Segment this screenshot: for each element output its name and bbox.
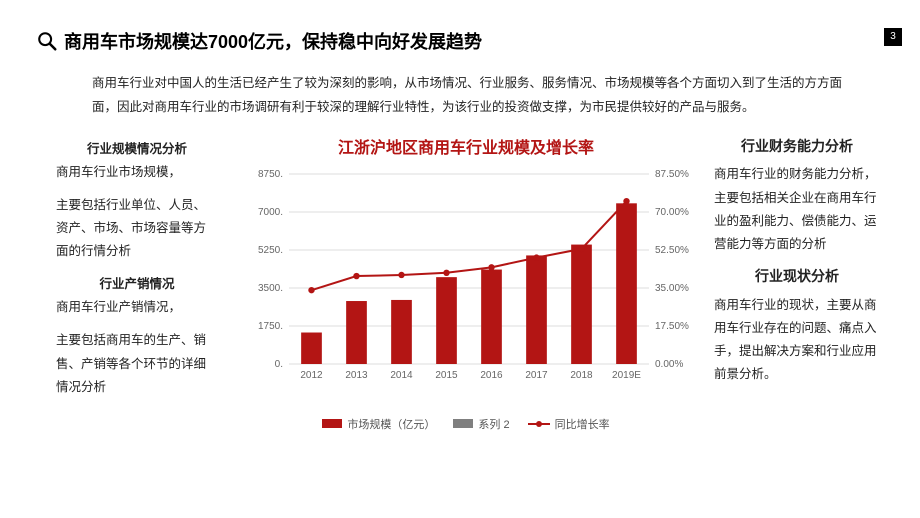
legend-swatch — [453, 419, 473, 428]
page-title: 商用车市场规模达7000亿元，保持稳中向好发展趋势 — [64, 28, 482, 54]
page-number: 3 — [884, 28, 902, 46]
svg-text:3500.: 3500. — [258, 283, 283, 294]
chart-area: 江浙沪地区商用车行业规模及增长率 0. 1750. 3500. 5250. 7000. 8… — [226, 134, 706, 432]
svg-text:2019E: 2019E — [612, 370, 641, 381]
svg-text:2016: 2016 — [480, 370, 503, 381]
right-column: 行业财务能力分析 商用车行业的财务能力分析，主要包括相关企业在商用车行业的盈利能… — [714, 134, 880, 432]
left-sec1-body1: 商用车行业市场规模， — [56, 161, 218, 184]
left-sec1-title: 行业规模情况分析 — [56, 138, 218, 161]
legend-label: 系列 2 — [478, 416, 509, 432]
svg-text:70.00%: 70.00% — [655, 207, 689, 218]
legend-swatch — [322, 419, 342, 428]
svg-text:7000.: 7000. — [258, 207, 283, 218]
svg-text:2017: 2017 — [525, 370, 548, 381]
svg-text:17.50%: 17.50% — [655, 321, 689, 332]
legend-item: 系列 2 — [453, 416, 509, 432]
svg-text:5250.: 5250. — [258, 245, 283, 256]
svg-text:2014: 2014 — [390, 370, 413, 381]
legend-label: 同比增长率 — [555, 416, 610, 432]
svg-text:8750.: 8750. — [258, 169, 283, 180]
intro-paragraph: 商用车行业对中国人的生活已经产生了较为深刻的影响，从市场情况、行业服务、服务情况… — [36, 72, 884, 134]
left-column: 行业规模情况分析 商用车行业市场规模， 主要包括行业单位、人员、资产、市场、市场… — [56, 134, 218, 432]
legend-label: 市场规模（亿元） — [347, 416, 435, 432]
legend-item: 同比增长率 — [528, 416, 610, 432]
left-sec1-body2: 主要包括行业单位、人员、资产、市场、市场容量等方面的行情分析 — [56, 194, 218, 263]
svg-text:0.: 0. — [275, 359, 283, 370]
svg-text:1750.: 1750. — [258, 321, 283, 332]
legend-line-icon — [528, 423, 550, 425]
svg-text:2015: 2015 — [435, 370, 458, 381]
svg-text:2013: 2013 — [345, 370, 368, 381]
svg-text:0.00%: 0.00% — [655, 359, 683, 370]
search-icon — [36, 30, 58, 52]
svg-text:52.50%: 52.50% — [655, 245, 689, 256]
svg-text:2018: 2018 — [570, 370, 593, 381]
svg-text:87.50%: 87.50% — [655, 169, 689, 180]
right-sec1-title: 行业财务能力分析 — [714, 134, 880, 160]
left-sec2-body1: 商用车行业产销情况， — [56, 296, 218, 319]
right-sec1-body: 商用车行业的财务能力分析，主要包括相关企业在商用车行业的盈利能力、偿债能力、运营… — [714, 163, 880, 256]
header: 商用车市场规模达7000亿元，保持稳中向好发展趋势 — [36, 28, 884, 54]
left-sec2-title: 行业产销情况 — [56, 273, 218, 296]
right-sec2-body: 商用车行业的现状，主要从商用车行业存在的问题、痛点入手，提出解决方案和行业应用前… — [714, 294, 880, 387]
chart-title: 江浙沪地区商用车行业规模及增长率 — [226, 134, 706, 158]
chart-legend: 市场规模（亿元） 系列 2 同比增长率 — [226, 416, 706, 432]
left-sec2-body2: 主要包括商用车的生产、销售、产销等各个环节的详细情况分析 — [56, 329, 218, 398]
combo-chart: 0. 1750. 3500. 5250. 7000. 8750. 0.00% 17.50% 35… — [231, 164, 701, 414]
svg-text:2012: 2012 — [300, 370, 323, 381]
legend-item: 市场规模（亿元） — [322, 416, 435, 432]
svg-text:35.00%: 35.00% — [655, 283, 689, 294]
right-sec2-title: 行业现状分析 — [714, 264, 880, 290]
